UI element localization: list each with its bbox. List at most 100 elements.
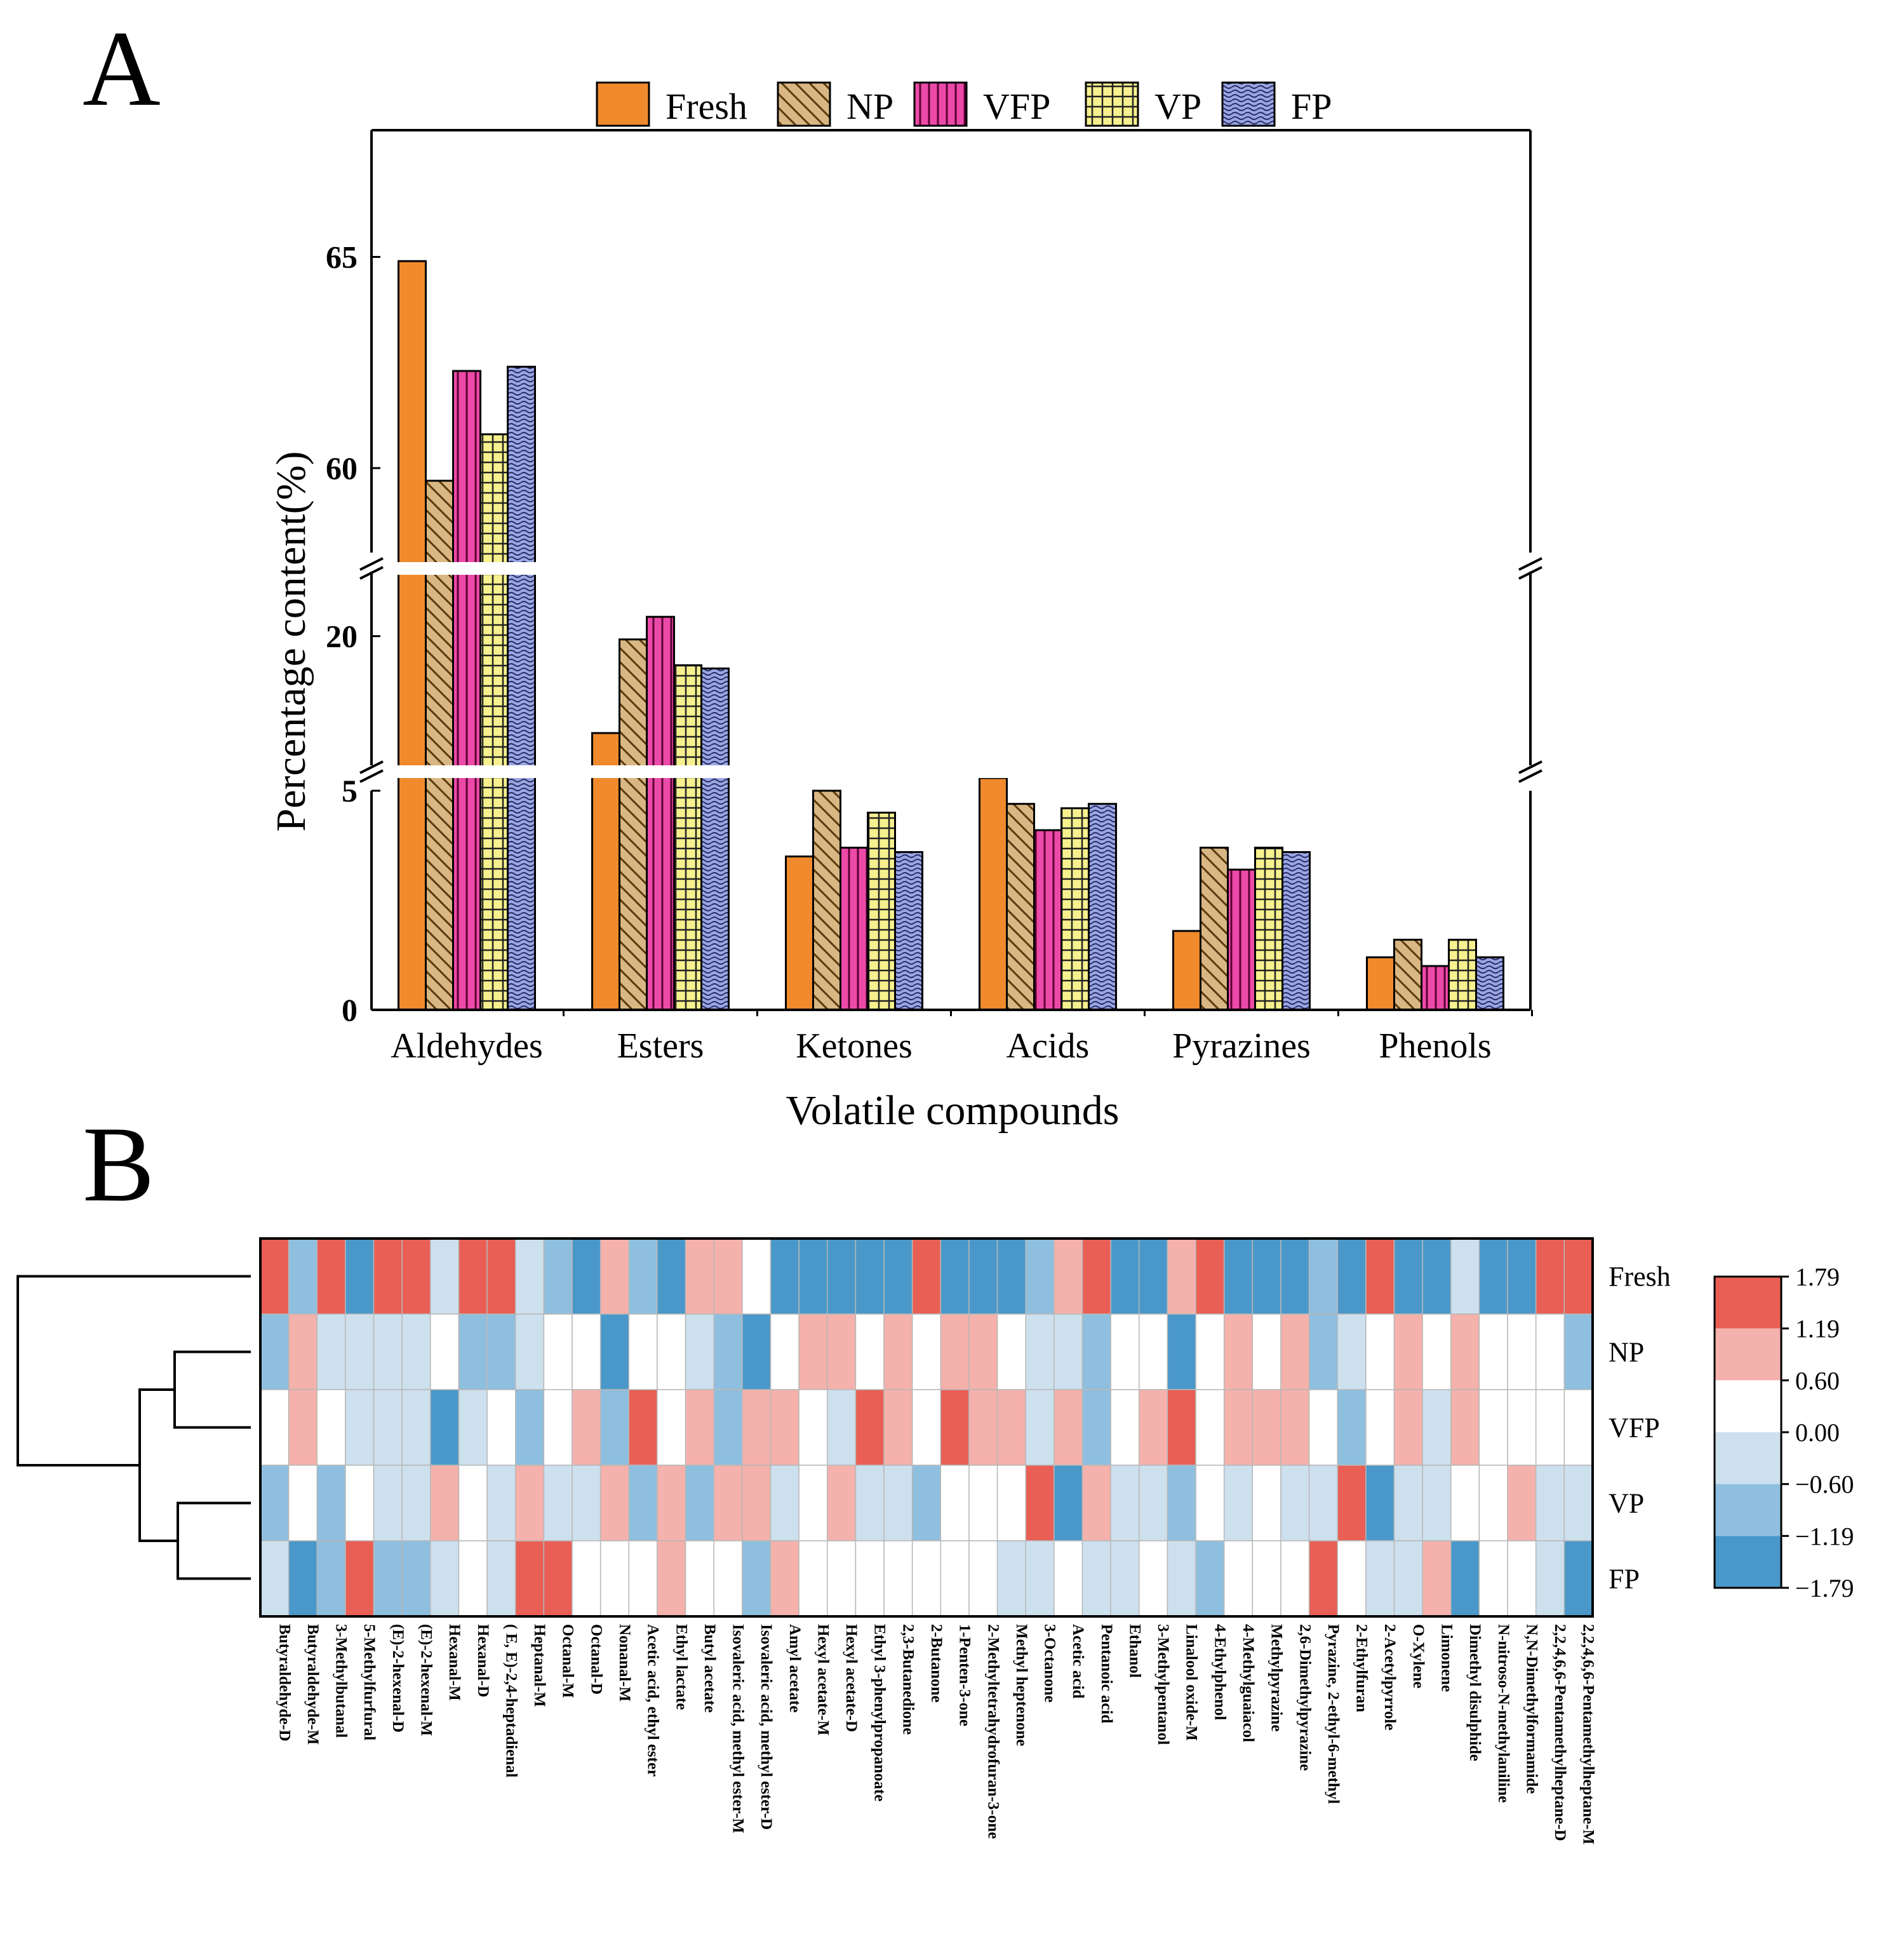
heatmap-cell: [430, 1313, 460, 1390]
heatmap-cell: [968, 1465, 998, 1541]
heatmap-cell: [827, 1540, 857, 1617]
heatmap-col-label: Octanal-M: [559, 1624, 577, 1698]
heatmap-col-label: 5-Methylfurfural: [361, 1624, 378, 1740]
heatmap-cell: [628, 1313, 658, 1390]
heatmap-cell: [345, 1540, 375, 1617]
colorbar-bin: [1715, 1328, 1781, 1381]
heatmap-cell: [1280, 1313, 1310, 1390]
heatmap-cell: [288, 1313, 318, 1390]
heatmap-col-label: (E)-2-hexenal-D: [389, 1624, 406, 1733]
heatmap-cell: [1308, 1465, 1339, 1541]
heatmap-cell: [940, 1540, 970, 1617]
heatmap-cell: [968, 1313, 998, 1390]
heatmap-cell: [514, 1238, 545, 1315]
heatmap-cell: [1337, 1238, 1367, 1315]
heatmap-col-label: 4-Methylguaiacol: [1240, 1624, 1257, 1742]
heatmap-cell: [514, 1540, 545, 1617]
heatmap-col-label: Hexyl acetate-M: [814, 1624, 831, 1736]
heatmap-cell: [572, 1465, 601, 1541]
heatmap-cell: [458, 1540, 488, 1617]
heatmap-cell: [883, 1238, 913, 1315]
colorbar-tick-label: −1.79: [1795, 1574, 1854, 1602]
heatmap-cell: [798, 1465, 828, 1541]
heatmap-cell: [1054, 1389, 1083, 1466]
heatmap: Fresh NP VFP VP FP Butyraldehyde-D Butyraldehy…: [259, 1237, 1671, 1844]
heatmap-cell: [911, 1389, 942, 1466]
heatmap-cell: [345, 1313, 375, 1390]
heatmap-cell: [1563, 1313, 1593, 1390]
colorbar-tick-label: 1.79: [1795, 1263, 1840, 1291]
x-tick-label: Pyrazines: [1172, 1026, 1311, 1066]
heatmap-cell: [1478, 1540, 1508, 1617]
heatmap-cell: [345, 1465, 375, 1541]
heatmap-cell: [996, 1389, 1026, 1466]
heatmap-cell: [1081, 1238, 1111, 1315]
heatmap-col-label: ( E, E)-2,4-heptadienal: [502, 1624, 519, 1778]
heatmap-col-label: (E)-2-hexenal-M: [418, 1624, 435, 1736]
legend-swatch-fp: [1221, 81, 1276, 127]
heatmap-col-label: Amyl acetate: [786, 1624, 803, 1713]
bar-vp-ketones: [867, 812, 896, 1011]
bar-np-pyrazines: [1200, 847, 1229, 1011]
heatmap-cell: [1337, 1465, 1367, 1541]
axis-break-mark: [1518, 760, 1542, 774]
bar-vp-aldehydes: [479, 433, 509, 1011]
heatmap-cell: [373, 1389, 403, 1466]
heatmap-cell: [628, 1389, 658, 1466]
heatmap-cell: [316, 1238, 346, 1315]
heatmap-cell: [1308, 1313, 1339, 1390]
heatmap-cell: [373, 1313, 403, 1390]
heatmap-cell: [1422, 1313, 1452, 1390]
heatmap-cell: [1422, 1389, 1452, 1466]
heatmap-col-label: 2,3-Butanedione: [899, 1624, 916, 1735]
heatmap-col-label: N-nitroso-N-methylaniline: [1495, 1624, 1512, 1802]
heatmap-cell: [486, 1465, 516, 1541]
heatmap-cell: [1308, 1238, 1339, 1315]
heatmap-cell: [713, 1389, 743, 1466]
heatmap-cell: [968, 1389, 998, 1466]
heatmap-col-label: Isovaleric acid, methyl ester-M: [730, 1624, 747, 1834]
heatmap-cell: [316, 1465, 346, 1541]
bar-fp-phenols: [1475, 956, 1504, 1011]
bar-vp-phenols: [1448, 939, 1477, 1011]
heatmap-cell: [742, 1313, 772, 1390]
dendrogram-branch-np-vfp: [173, 1350, 251, 1429]
heatmap-cell: [1054, 1465, 1083, 1541]
heatmap-col-label: Butyl acetate: [701, 1624, 718, 1713]
legend-label-vp: VP: [1154, 86, 1201, 127]
heatmap-cell: [288, 1389, 318, 1466]
heatmap-cell: [1223, 1313, 1254, 1390]
heatmap-cell: [1139, 1389, 1168, 1466]
colorbar-tick-label: 0.00: [1795, 1418, 1840, 1447]
heatmap-cell: [1081, 1389, 1111, 1466]
heatmap-cell: [1478, 1389, 1508, 1466]
heatmap-cell: [996, 1313, 1026, 1390]
heatmap-cell: [996, 1540, 1026, 1617]
heatmap-col-label: 1-Penten-3-one: [956, 1624, 973, 1726]
bar-vfp-acids: [1033, 829, 1062, 1011]
heatmap-row-label-fresh: Fresh: [1609, 1261, 1671, 1292]
heatmap-cell: [685, 1389, 714, 1466]
heatmap-cell: [770, 1465, 799, 1541]
heatmap-cell: [316, 1389, 346, 1466]
heatmap-cell: [827, 1238, 857, 1315]
heatmap-cell: [911, 1465, 942, 1541]
heatmap-cell: [1139, 1238, 1168, 1315]
heatmap-cell: [599, 1238, 630, 1315]
heatmap-cell: [1110, 1465, 1140, 1541]
colorbar-tick-label: −1.19: [1795, 1522, 1854, 1550]
heatmap-cell: [401, 1238, 431, 1315]
bar-fresh-phenols: [1366, 956, 1395, 1011]
x-tick-label: Phenols: [1379, 1026, 1491, 1066]
heatmap-cell: [1167, 1389, 1196, 1466]
heatmap-cell: [1535, 1389, 1565, 1466]
heatmap-cell: [401, 1540, 431, 1617]
colorbar-bin: [1715, 1277, 1781, 1329]
heatmap-cell: [1054, 1540, 1083, 1617]
heatmap-cell: [1139, 1465, 1168, 1541]
colorbar-bin: [1715, 1484, 1781, 1536]
heatmap-cell: [1535, 1313, 1565, 1390]
bar-vfp-pyrazines: [1227, 868, 1256, 1011]
heatmap-cell: [657, 1389, 686, 1466]
heatmap-cell: [1308, 1389, 1339, 1466]
